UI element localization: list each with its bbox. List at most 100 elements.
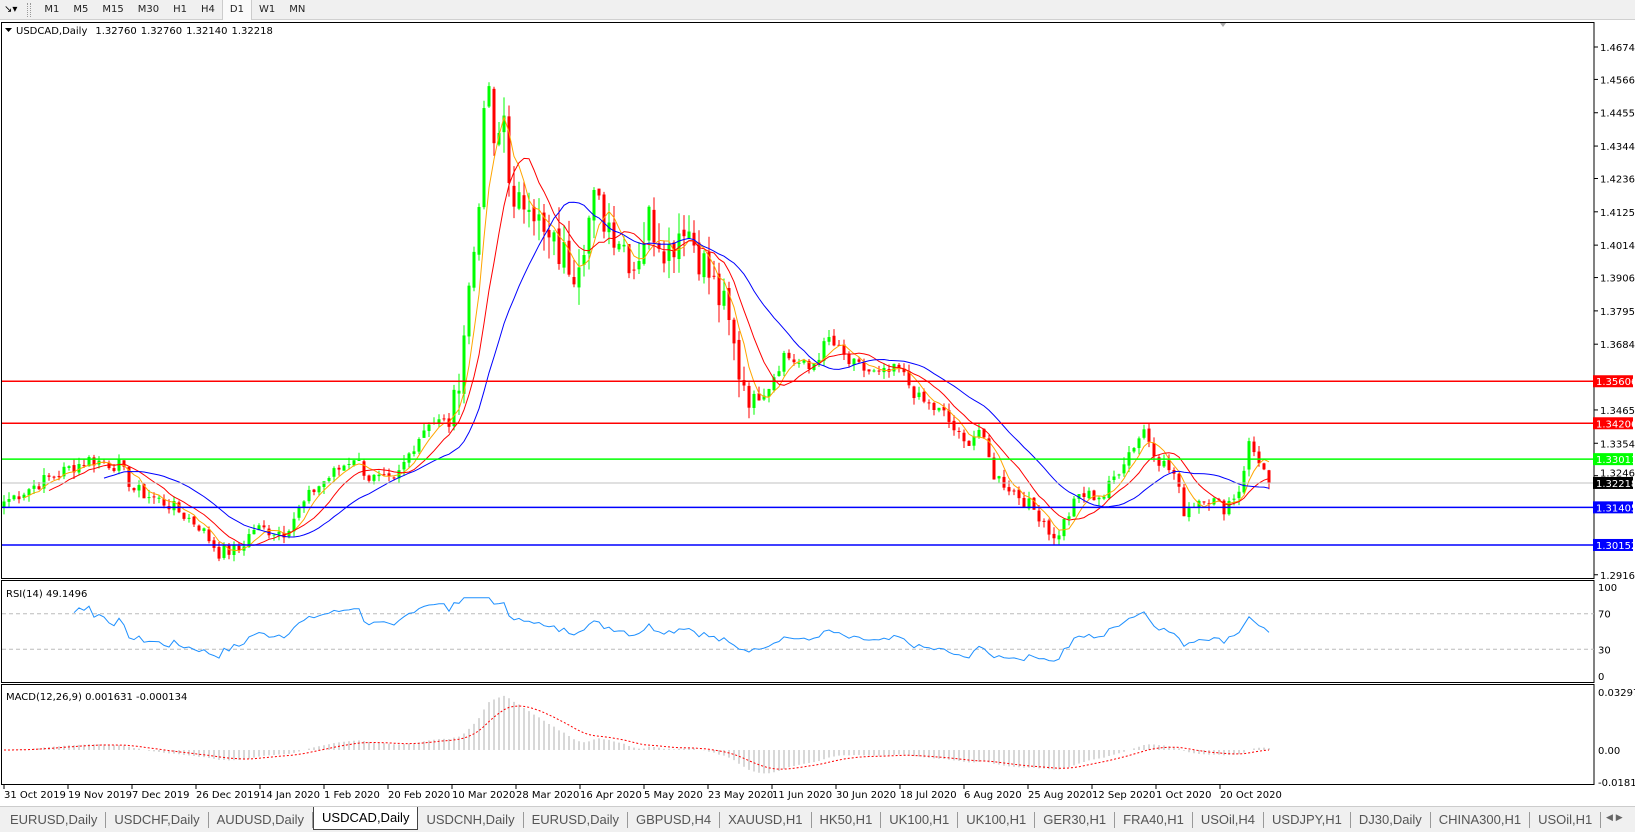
candle-body — [77, 463, 81, 473]
candle — [777, 365, 781, 377]
candle-body — [502, 115, 506, 133]
tab-china300-h1[interactable]: CHINA300,H1 — [1431, 812, 1531, 828]
candle — [1152, 437, 1156, 462]
tab-hk50-h1[interactable]: HK50,H1 — [812, 812, 882, 828]
main-panel-frame — [1, 22, 1595, 579]
candle-body — [407, 453, 411, 463]
tab-audusd-daily[interactable]: AUDUSD,Daily — [209, 812, 314, 828]
candle-body — [732, 319, 736, 344]
timeframe-h4[interactable]: H4 — [201, 3, 215, 15]
candle-body — [307, 489, 311, 502]
header-open: 1.32760 — [95, 26, 136, 37]
candle — [792, 353, 796, 366]
candle — [537, 198, 541, 241]
tab-usdcad-daily[interactable]: USDCAD,Daily — [313, 806, 419, 830]
cursor-tool-icon[interactable]: ↘▾ — [4, 4, 18, 15]
candle-body — [202, 528, 206, 531]
candle — [22, 492, 26, 501]
candle — [982, 428, 986, 439]
tab-usdjpy-h1[interactable]: USDJPY,H1 — [1264, 812, 1351, 828]
price-tick-label: 1.40140 — [1600, 241, 1635, 252]
candle — [1102, 494, 1106, 501]
candle-body — [767, 388, 771, 397]
tab-ger30-h1[interactable]: GER30,H1 — [1035, 812, 1116, 828]
candle — [507, 105, 511, 197]
tab-usdchf-daily[interactable]: USDCHF,Daily — [106, 812, 209, 828]
timeframe-m15[interactable]: M15 — [102, 3, 124, 15]
candle-body — [1082, 493, 1086, 498]
candle-body — [1112, 476, 1116, 480]
candle — [517, 181, 521, 211]
chart-tabs-row: EURUSD,Daily USDCHF,Daily AUDUSD,Daily USDC… — [2, 806, 1602, 833]
candle-body — [112, 468, 116, 471]
candle-body — [52, 476, 56, 478]
candle-body — [672, 242, 676, 258]
candle — [837, 339, 841, 346]
candle — [1092, 489, 1096, 501]
candle-body — [422, 430, 426, 438]
tab-xauusd-h1[interactable]: XAUUSD,H1 — [720, 812, 812, 828]
chart-window[interactable]: USDCAD,Daily 1.32760 1.32760 1.32140 1.32218… — [0, 21, 1635, 806]
candle-body — [277, 531, 281, 535]
tab-eurusd-daily[interactable]: EURUSD,Daily — [2, 812, 107, 828]
candle-body — [372, 474, 376, 481]
candle — [922, 388, 926, 404]
candle-body — [427, 424, 431, 432]
tab-usoil-h1[interactable]: USOil,H1 — [1530, 812, 1602, 828]
candle-body — [1117, 474, 1121, 476]
rsi-label: RSI(14) 49.1496 — [6, 589, 87, 600]
candle-body — [1092, 490, 1096, 501]
candle-body — [1122, 464, 1126, 474]
candle — [967, 440, 971, 446]
timeframe-w1[interactable]: W1 — [258, 3, 276, 15]
candle — [867, 369, 871, 375]
timeframe-m30[interactable]: M30 — [137, 3, 160, 15]
candle — [762, 388, 766, 401]
candle — [822, 337, 826, 366]
rsi-tick-label: 70 — [1598, 610, 1611, 621]
tab-uk100-h1[interactable]: UK100,H1 — [881, 812, 959, 828]
candle-body — [1032, 497, 1036, 510]
time-tick-label: 30 Jun 2020 — [836, 790, 896, 801]
candle — [52, 475, 56, 480]
candle — [162, 494, 166, 509]
candle-body — [727, 288, 731, 321]
timeframe-mn[interactable]: MN — [289, 3, 306, 15]
tab-scroll-arrows[interactable]: ◀ ▶ — [1606, 813, 1633, 823]
toolbar-grip[interactable] — [27, 2, 32, 17]
candle-body — [777, 371, 781, 377]
candle-body — [867, 369, 871, 372]
candle — [592, 187, 596, 239]
candle-body — [132, 488, 136, 491]
tab-uk100-h1[interactable]: UK100,H1 — [958, 812, 1036, 828]
tab-usdcnh-daily[interactable]: USDCNH,Daily — [418, 812, 524, 828]
candle — [1057, 530, 1061, 545]
candle-body — [782, 352, 786, 372]
candle-body — [182, 512, 186, 519]
header-high: 1.32760 — [141, 26, 182, 37]
timeframe-h1[interactable]: H1 — [173, 3, 188, 15]
candle-body — [512, 185, 516, 207]
timeframe-m5[interactable]: M5 — [73, 3, 89, 15]
timeframe-m1[interactable]: M1 — [44, 3, 60, 15]
tab-gbpusd-h4[interactable]: GBPUSD,H4 — [628, 812, 721, 828]
price-tick-label: 1.44550 — [1600, 109, 1635, 120]
candle-body — [1147, 428, 1151, 442]
tab-usoil-h4[interactable]: USOil,H4 — [1193, 812, 1265, 828]
candle-body — [757, 393, 761, 401]
timeframe-d1[interactable]: D1 — [221, 0, 252, 20]
time-tick-label: 28 Mar 2020 — [516, 790, 579, 801]
candle-body — [352, 460, 356, 466]
tab-fra40-h1[interactable]: FRA40,H1 — [1115, 812, 1193, 828]
candle — [1252, 436, 1256, 457]
candle-body — [42, 475, 46, 489]
level-price-tag — [1593, 375, 1633, 388]
tab-eurusd-daily[interactable]: EURUSD,Daily — [524, 812, 628, 828]
candle-body — [1137, 438, 1141, 449]
candle — [552, 230, 556, 256]
candle — [477, 203, 481, 261]
tab-dj30-daily[interactable]: DJ30,Daily — [1351, 812, 1431, 828]
ma-slow-line — [103, 201, 1270, 538]
candle — [182, 512, 186, 521]
candle-body — [977, 429, 981, 438]
